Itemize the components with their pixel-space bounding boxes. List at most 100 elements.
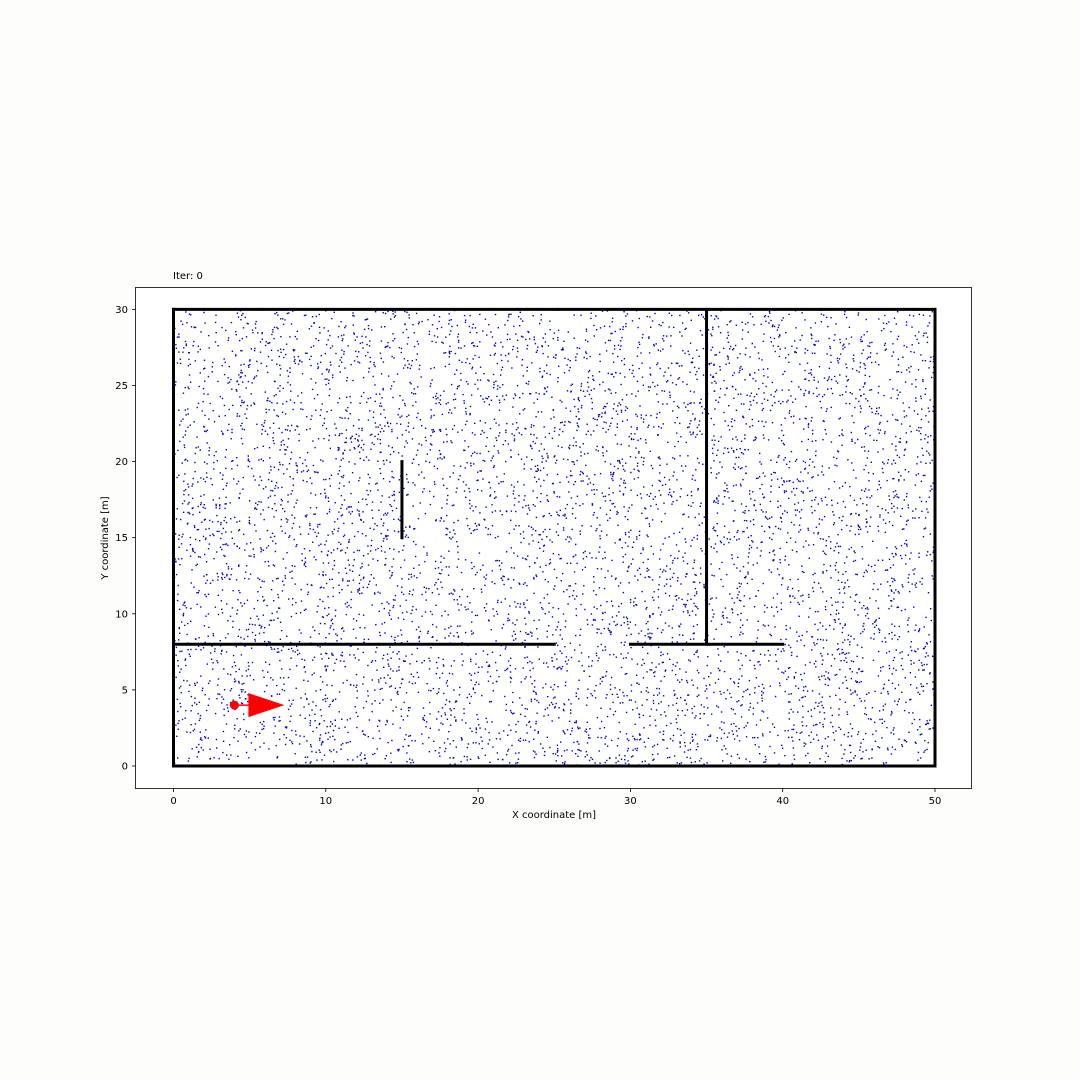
particle-point bbox=[620, 602, 623, 605]
particle-point bbox=[845, 402, 847, 405]
particle-point bbox=[769, 685, 771, 687]
particle-point bbox=[634, 748, 636, 750]
particle-point bbox=[750, 535, 752, 537]
particle-point bbox=[510, 313, 512, 315]
particle-point bbox=[691, 740, 694, 742]
particle-point bbox=[501, 579, 504, 581]
particle-point bbox=[860, 395, 862, 397]
particle-point bbox=[615, 762, 617, 764]
particle-point bbox=[875, 619, 877, 621]
particle-point bbox=[240, 404, 242, 407]
particle-point bbox=[761, 402, 763, 405]
particle-point bbox=[926, 683, 928, 685]
particle-point bbox=[736, 448, 738, 451]
particle-point bbox=[659, 480, 662, 483]
particle-point bbox=[644, 507, 646, 509]
particle-point bbox=[902, 668, 904, 671]
particle-point bbox=[329, 347, 332, 349]
particle-point bbox=[475, 731, 477, 734]
particle-point bbox=[873, 621, 876, 623]
particle-point bbox=[567, 358, 569, 361]
particle-point bbox=[541, 461, 543, 463]
particle-point bbox=[519, 413, 521, 415]
particle-point bbox=[327, 500, 330, 502]
particle-point bbox=[773, 559, 775, 561]
particle-point bbox=[676, 762, 678, 764]
particle-point bbox=[698, 513, 700, 515]
particle-point bbox=[270, 489, 272, 492]
particle-point bbox=[183, 490, 185, 492]
particle-point bbox=[611, 575, 613, 577]
particle-point bbox=[202, 749, 204, 751]
particle-point bbox=[780, 584, 783, 586]
particle-point bbox=[637, 469, 639, 471]
particle-point bbox=[557, 336, 559, 339]
particle-point bbox=[456, 599, 458, 601]
particle-point bbox=[377, 460, 379, 462]
particle-point bbox=[590, 397, 593, 400]
particle-point bbox=[419, 364, 421, 367]
particle-point bbox=[691, 610, 694, 612]
particle-point bbox=[376, 748, 378, 750]
particle-point bbox=[639, 573, 642, 576]
particle-point bbox=[477, 671, 479, 674]
particle-point bbox=[744, 510, 746, 512]
particle-point bbox=[293, 506, 295, 508]
particle-point bbox=[812, 476, 814, 478]
particle-point bbox=[415, 401, 417, 403]
particle-point bbox=[713, 613, 715, 615]
particle-point bbox=[568, 720, 571, 722]
particle-point bbox=[606, 402, 608, 405]
particle-point bbox=[310, 584, 312, 586]
particle-point bbox=[626, 620, 629, 623]
particle-point bbox=[429, 443, 432, 445]
particle-point bbox=[321, 373, 323, 375]
particle-point bbox=[351, 472, 354, 474]
particle-point bbox=[286, 370, 289, 372]
particle-point bbox=[776, 478, 779, 480]
particle-point bbox=[248, 366, 250, 368]
particle-point bbox=[758, 388, 760, 390]
particle-point bbox=[202, 647, 205, 649]
particle-point bbox=[276, 693, 279, 695]
particle-point bbox=[590, 525, 592, 527]
particle-point bbox=[837, 601, 839, 603]
particle-point bbox=[746, 619, 748, 621]
particle-point bbox=[338, 482, 341, 484]
particle-point bbox=[769, 312, 771, 314]
particle-point bbox=[471, 342, 473, 345]
particle-point bbox=[275, 394, 277, 396]
particle-point bbox=[764, 761, 767, 763]
particle-point bbox=[575, 356, 577, 358]
particle-point bbox=[204, 380, 206, 382]
particle-point bbox=[369, 476, 371, 479]
particle-point bbox=[727, 358, 729, 360]
particle-point bbox=[777, 506, 779, 508]
particle-point bbox=[436, 328, 438, 330]
particle-point bbox=[678, 634, 681, 636]
particle-point bbox=[557, 377, 559, 379]
particle-point bbox=[910, 660, 912, 662]
particle-point bbox=[378, 631, 381, 634]
particle-point bbox=[439, 520, 441, 522]
particle-point bbox=[877, 525, 879, 528]
particle-point bbox=[690, 495, 693, 497]
particle-point bbox=[410, 383, 412, 385]
particle-point bbox=[796, 509, 798, 511]
particle-point bbox=[792, 481, 794, 484]
particle-point bbox=[276, 757, 278, 759]
particle-point bbox=[914, 517, 916, 519]
particle-point bbox=[516, 347, 519, 349]
particle-point bbox=[408, 709, 410, 712]
particle-point bbox=[451, 428, 454, 430]
particle-point bbox=[289, 476, 291, 478]
particle-point bbox=[178, 534, 180, 536]
particle-point bbox=[778, 400, 780, 403]
particle-point bbox=[337, 527, 340, 530]
particle-point bbox=[248, 500, 251, 502]
particle-point bbox=[534, 698, 536, 700]
particle-point bbox=[853, 609, 856, 611]
particle-point bbox=[453, 707, 455, 710]
particle-point bbox=[394, 641, 396, 644]
particle-point bbox=[189, 513, 191, 515]
